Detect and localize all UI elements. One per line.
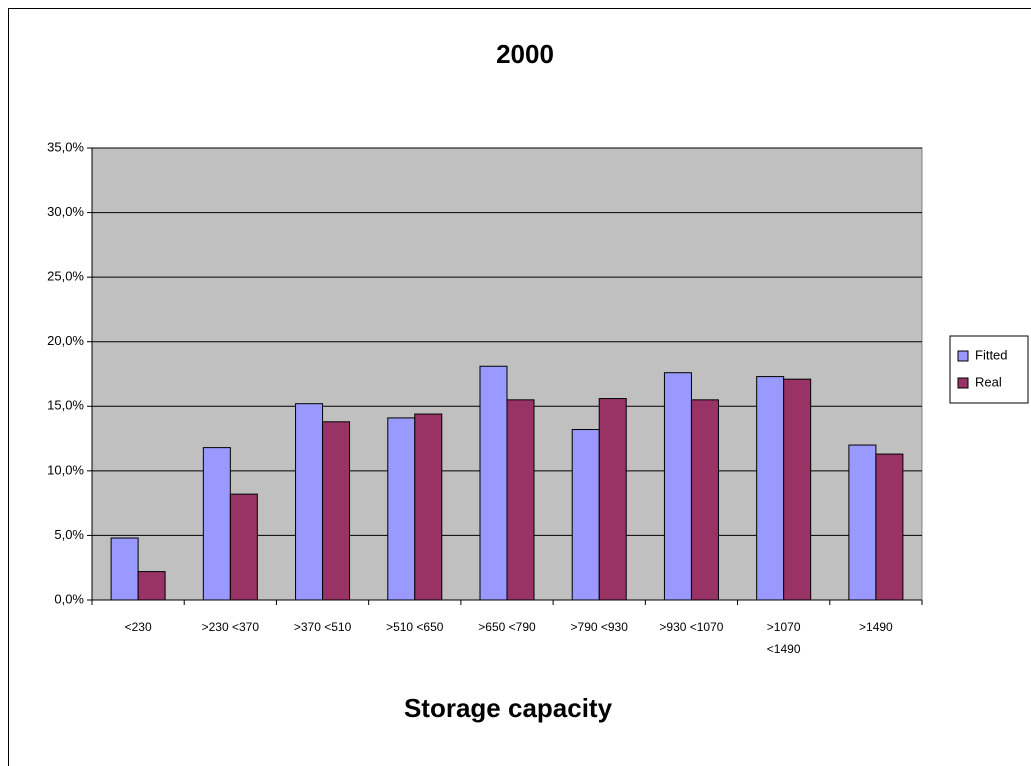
x-tick-label: >1490 <box>859 620 893 634</box>
y-tick-label: 10,0% <box>47 462 84 477</box>
bar <box>875 453 904 601</box>
bar <box>663 372 692 601</box>
chart-title: 2000 <box>496 39 554 69</box>
legend-swatch <box>957 377 969 389</box>
bar <box>571 429 600 601</box>
bar <box>295 403 324 601</box>
legend <box>949 335 1029 404</box>
x-axis-title: Storage capacity <box>404 693 613 723</box>
bar <box>202 447 231 601</box>
bar <box>229 493 258 601</box>
y-tick-label: 0,0% <box>54 591 84 606</box>
bar <box>690 399 719 601</box>
bar <box>137 571 166 601</box>
legend-swatch <box>957 350 969 362</box>
x-tick-label: >930 <1070 <box>659 620 724 634</box>
x-tick-label: >510 <650 <box>386 620 444 634</box>
legend-label: Real <box>975 374 1002 389</box>
legend-label: Fitted <box>975 347 1008 362</box>
x-tick-label: >650 <790 <box>478 620 536 634</box>
y-tick-label: 30,0% <box>47 204 84 219</box>
y-tick-label: 20,0% <box>47 333 84 348</box>
x-tick-label: <230 <box>124 620 152 634</box>
bar <box>387 417 416 601</box>
bar <box>848 444 877 601</box>
x-tick-label: >230 <370 <box>201 620 260 634</box>
y-tick-label: 15,0% <box>47 398 84 413</box>
y-tick-label: 5,0% <box>54 527 84 542</box>
bar <box>506 399 535 601</box>
bar <box>756 376 785 601</box>
bar <box>414 413 443 601</box>
x-tick-label: >370 <510 <box>293 620 352 634</box>
y-tick-label: 35,0% <box>47 139 84 154</box>
x-tick-label: >790 <930 <box>570 620 628 634</box>
y-tick-label: 25,0% <box>47 269 84 284</box>
bar <box>322 421 351 601</box>
bar <box>598 398 627 601</box>
bar <box>479 365 508 601</box>
bar <box>110 537 139 601</box>
x-tick-label: >1070 <1490 <box>766 620 801 656</box>
bar <box>783 378 812 601</box>
